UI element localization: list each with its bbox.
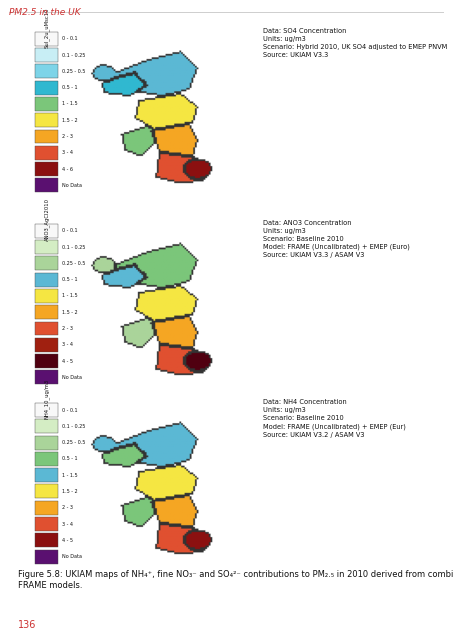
Bar [34,305,58,319]
Text: 0.5 - 1: 0.5 - 1 [62,277,77,282]
Bar [34,419,58,433]
Text: No Data: No Data [62,375,82,380]
Text: 0.1 - 0.25: 0.1 - 0.25 [62,424,85,429]
Bar [34,81,58,95]
Bar [34,48,58,62]
Bar [34,240,58,254]
Text: 1 - 1.5: 1 - 1.5 [62,473,77,477]
Text: 0.1 - 0.25: 0.1 - 0.25 [62,52,85,58]
Text: Data: NH4 Concentration
Units: ug/m3
Scenario: Baseline 2010
Model: FRAME (Uncal: Data: NH4 Concentration Units: ug/m3 Sce… [263,399,405,438]
Bar [34,500,58,515]
Text: Data: SO4 Concentration
Units: ug/m3
Scenario: Hybrid 2010, UK SO4 adjusted to E: Data: SO4 Concentration Units: ug/m3 Sce… [263,28,447,58]
Text: 3 - 4: 3 - 4 [62,150,72,156]
Bar [34,289,58,303]
Text: 2 - 3: 2 - 3 [62,326,72,331]
Text: 1 - 1.5: 1 - 1.5 [62,102,77,106]
Text: 2 - 3: 2 - 3 [62,505,72,510]
Bar [34,65,58,78]
Text: NH4_10_ug/m3: NH4_10_ug/m3 [44,378,50,419]
Bar [34,257,58,270]
Text: 0.25 - 0.5: 0.25 - 0.5 [62,261,85,266]
Text: 0 - 0.1: 0 - 0.1 [62,228,77,234]
Bar [34,32,58,46]
Bar [34,452,58,466]
Text: 1.5 - 2: 1.5 - 2 [62,118,77,123]
Text: 3 - 4: 3 - 4 [62,342,72,348]
Text: 0.25 - 0.5: 0.25 - 0.5 [62,440,85,445]
Text: 0.25 - 0.5: 0.25 - 0.5 [62,69,85,74]
Bar [34,436,58,449]
Text: 2 - 3: 2 - 3 [62,134,72,139]
Text: ANO3_AgCl2010: ANO3_AgCl2010 [44,198,50,241]
Text: Data: ANO3 Concentration
Units: ug/m3
Scenario: Baseline 2010
Model: FRAME (Unca: Data: ANO3 Concentration Units: ug/m3 Sc… [263,220,410,259]
Text: 0 - 0.1: 0 - 0.1 [62,408,77,413]
Text: No Data: No Data [62,183,82,188]
Text: Sul_2u_uMsc10: Sul_2u_uMsc10 [44,7,50,47]
Text: 3 - 4: 3 - 4 [62,522,72,527]
Text: 0 - 0.1: 0 - 0.1 [62,36,77,42]
Bar [34,129,58,143]
Bar [34,403,58,417]
Bar [34,371,58,384]
Bar [34,550,58,563]
Bar [34,273,58,287]
Bar [34,97,58,111]
Bar [34,179,58,192]
Bar [34,484,58,499]
Text: 0.5 - 1: 0.5 - 1 [62,456,77,461]
Bar [34,162,58,176]
Bar [34,338,58,352]
Text: PM2.5 in the UK: PM2.5 in the UK [9,8,81,17]
Text: 1.5 - 2: 1.5 - 2 [62,489,77,494]
Bar [34,533,58,547]
Bar [34,146,58,160]
Bar [34,224,58,238]
Text: 4 - 5: 4 - 5 [62,358,72,364]
Text: 4 - 6: 4 - 6 [62,166,72,172]
Text: 1.5 - 2: 1.5 - 2 [62,310,77,315]
Text: 0.5 - 1: 0.5 - 1 [62,85,77,90]
Bar [34,468,58,482]
Bar [34,517,58,531]
Text: 1 - 1.5: 1 - 1.5 [62,294,77,298]
Text: Figure 5.8: UKIAM maps of NH₄⁺, fine NO₃⁻ and SO₄²⁻ contributions to PM₂.₅ in 20: Figure 5.8: UKIAM maps of NH₄⁺, fine NO₃… [18,570,453,590]
Text: 136: 136 [18,620,37,630]
Text: 0.1 - 0.25: 0.1 - 0.25 [62,244,85,250]
Bar [34,354,58,368]
Text: 4 - 5: 4 - 5 [62,538,72,543]
Bar [34,113,58,127]
Bar [34,321,58,335]
Text: No Data: No Data [62,554,82,559]
